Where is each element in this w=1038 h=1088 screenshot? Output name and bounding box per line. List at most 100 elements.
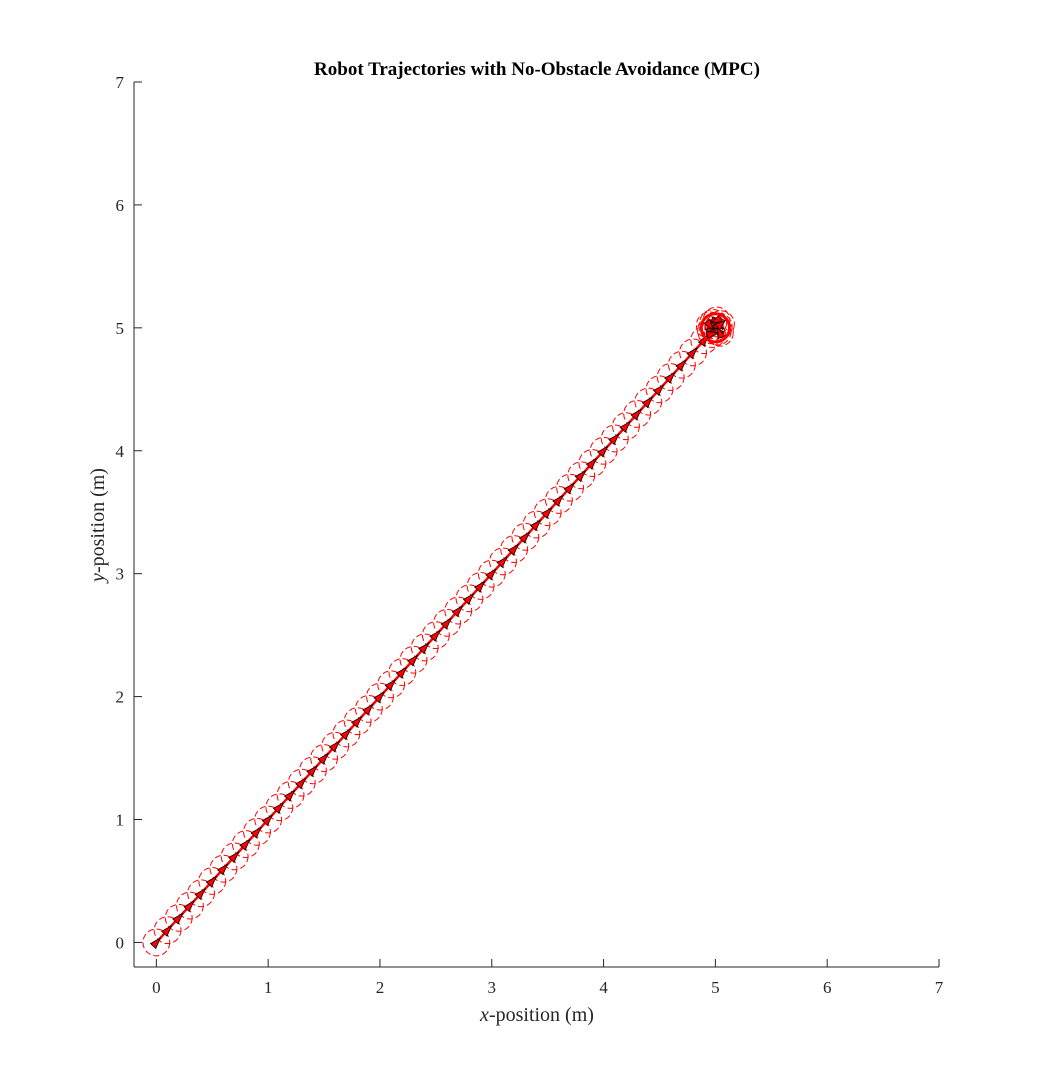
robot-heading-marker [703, 318, 715, 332]
robot-footprint-circle [533, 498, 562, 527]
robot-heading-marker [652, 383, 665, 396]
robot-heading-marker [541, 506, 553, 519]
robot-footprint-circle [698, 320, 726, 348]
robot-footprint-circle [544, 486, 573, 514]
robot-heading-marker [507, 543, 520, 556]
robot-footprint-circle [679, 338, 707, 367]
robot-heading-marker [574, 469, 587, 482]
robot-footprint-circle [265, 793, 294, 822]
robot-heading-marker [328, 740, 341, 753]
robot-footprint-circle [600, 424, 629, 453]
robot-heading-marker [406, 654, 419, 667]
robot-heading-marker [250, 826, 262, 839]
robot-heading-marker [306, 764, 318, 777]
axes: 0 1 2 3 4 5 6 7 0 1 2 3 4 5 6 7 [116, 73, 944, 997]
robot-heading-marker [362, 703, 374, 716]
robot-footprint-circle [377, 670, 406, 699]
robot-footprint-circle [388, 658, 417, 686]
y-tick-label: 6 [116, 196, 125, 215]
robot-footprint-circle [421, 621, 450, 650]
robot-heading-marker [161, 924, 173, 937]
robot-heading-marker [597, 445, 609, 458]
robot-footprint-circle [310, 744, 338, 772]
y-tick-label: 3 [116, 565, 125, 584]
robot-heading-marker [216, 863, 229, 876]
y-tick-label: 1 [116, 811, 125, 830]
robot-heading-marker [373, 691, 385, 704]
robot-heading-marker [585, 457, 598, 470]
x-axis-label-variable: x [479, 1004, 489, 1026]
robot-heading-marker [149, 937, 162, 950]
robot-footprint-circle [511, 522, 540, 551]
x-tick-label: 0 [152, 978, 161, 997]
robot-footprint-circle [198, 867, 227, 895]
robot-footprint-circle [699, 309, 728, 337]
y-tick-label: 7 [116, 73, 125, 92]
y-tick-label: 2 [116, 688, 125, 707]
robot-heading-marker [664, 371, 676, 384]
goal-marker [699, 312, 731, 344]
x-tick-label: 3 [488, 978, 497, 997]
robot-heading-marker [283, 789, 296, 802]
robot-heading-marker [183, 900, 195, 913]
y-axis-label-text: -position (m) [87, 468, 109, 573]
robot-footprint-circle [623, 399, 652, 428]
robot-footprint-circle [343, 707, 372, 736]
robot-heading-marker [384, 678, 397, 691]
robot-footprint-circle [489, 547, 517, 576]
chart-title: Robot Trajectories with No-Obstacle Avoi… [314, 59, 760, 80]
robot-heading-marker [518, 531, 531, 544]
robot-footprint-circle [522, 510, 551, 539]
robot-heading-marker [261, 814, 274, 827]
x-tick-label: 1 [264, 978, 273, 997]
x-axis-label: x-position (m) [479, 1004, 594, 1026]
robot-heading-marker [675, 359, 687, 372]
robot-footprint-circle [466, 572, 495, 600]
robot-heading-marker [272, 801, 285, 814]
robot-footprint-circle [254, 805, 283, 834]
robot-heading-marker [641, 396, 654, 409]
y-axis-label: y-position (m) [87, 468, 109, 584]
robot-footprint-circle [142, 928, 171, 957]
robot-footprint-circle [153, 916, 182, 945]
robot-heading-marker [172, 912, 184, 925]
robot-heading-marker [429, 629, 441, 642]
robot-heading-marker [295, 777, 307, 790]
y-axis-ticks: 0 1 2 3 4 5 6 7 [116, 73, 142, 952]
trajectory-series [142, 306, 735, 957]
robot-footprint-circle [298, 756, 327, 785]
robot-footprint-circle [220, 842, 249, 871]
robot-heading-marker [496, 555, 508, 568]
robot-footprint-circle [399, 645, 428, 674]
robot-footprint-circle [164, 903, 193, 932]
robot-footprint-circle [477, 559, 506, 588]
robot-footprint-circle [175, 891, 204, 920]
robot-footprint-circle [703, 317, 732, 346]
robot-footprint-circle [455, 584, 484, 613]
robot-heading-marker [462, 592, 475, 605]
robot-footprint-circle [243, 817, 271, 846]
robot-footprint-circle [612, 412, 640, 441]
robot-footprint-circle [567, 461, 596, 490]
robot-heading-marker [630, 408, 643, 421]
robot-footprint-circle [321, 731, 350, 760]
robot-footprint-circle [500, 535, 529, 563]
x-tick-label: 5 [711, 978, 720, 997]
robot-heading-marker [351, 715, 363, 728]
robot-footprint-circle [410, 633, 439, 662]
robot-heading-marker [205, 875, 218, 888]
robot-heading-marker [485, 568, 497, 581]
y-tick-label: 0 [116, 933, 125, 952]
robot-footprint-circle [634, 387, 663, 416]
robot-footprint-circle [287, 768, 316, 797]
robot-footprint-circle [578, 449, 607, 477]
robot-heading-marker [395, 666, 408, 679]
robot-heading-marker [705, 331, 720, 340]
y-tick-label: 4 [116, 442, 125, 461]
robot-heading-marker [552, 494, 564, 507]
robot-heading-marker [451, 605, 464, 618]
robot-footprint-circle [332, 719, 361, 748]
robot-heading-marker [474, 580, 486, 593]
y-axis-label-variable: y [87, 573, 109, 584]
